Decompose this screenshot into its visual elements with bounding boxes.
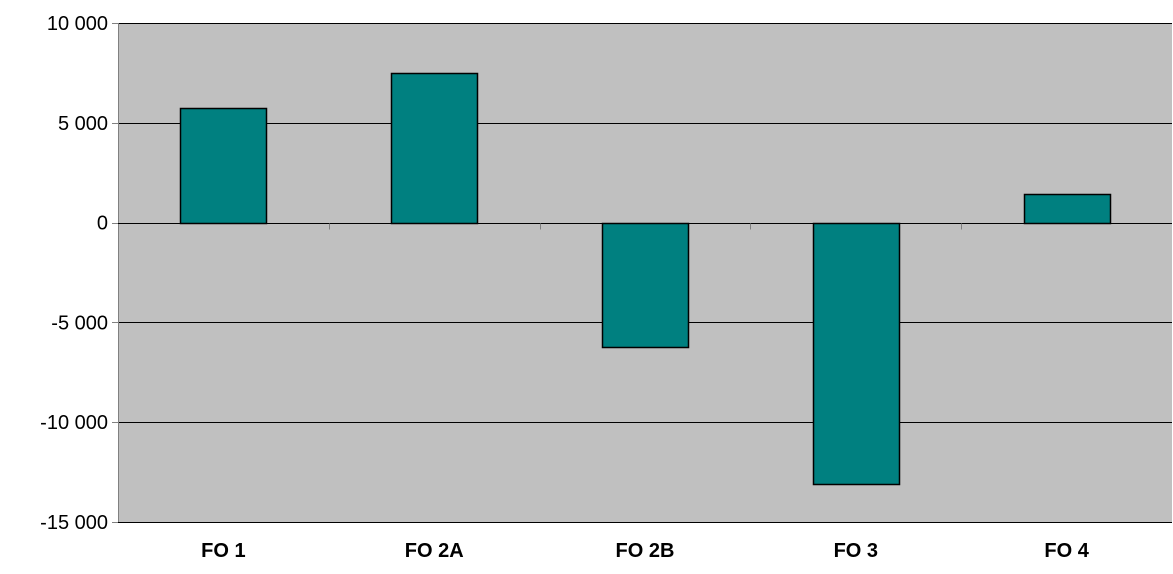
y-tick-label: 5 000 xyxy=(58,113,108,135)
x-axis-category-labels: FO 1 FO 2A FO 2B FO 3 FO 4 xyxy=(201,540,1090,562)
y-axis-tick-labels: 10 000 5 000 0 -5 000 -10 000 -15 000 xyxy=(40,13,108,534)
x-category-label: FO 3 xyxy=(834,540,878,562)
bars xyxy=(179,72,1112,486)
bar-fo-4 xyxy=(1023,193,1112,225)
axes xyxy=(112,23,1172,523)
bar-fo-1 xyxy=(179,107,268,225)
y-tick-label: -15 000 xyxy=(40,512,108,534)
y-tick-label: 10 000 xyxy=(47,13,108,35)
x-category-label: FO 1 xyxy=(201,540,245,562)
x-category-label: FO 2A xyxy=(405,540,464,562)
y-tick-label: -5 000 xyxy=(51,312,108,334)
bar-fo-3 xyxy=(812,222,901,486)
x-category-label: FO 4 xyxy=(1044,540,1089,562)
bar-fo-2a xyxy=(390,72,479,225)
x-category-label: FO 2B xyxy=(616,540,675,562)
y-tick-label: 0 xyxy=(97,213,108,235)
bar-fo-2b xyxy=(601,222,690,349)
y-tick-label: -10 000 xyxy=(40,412,108,434)
